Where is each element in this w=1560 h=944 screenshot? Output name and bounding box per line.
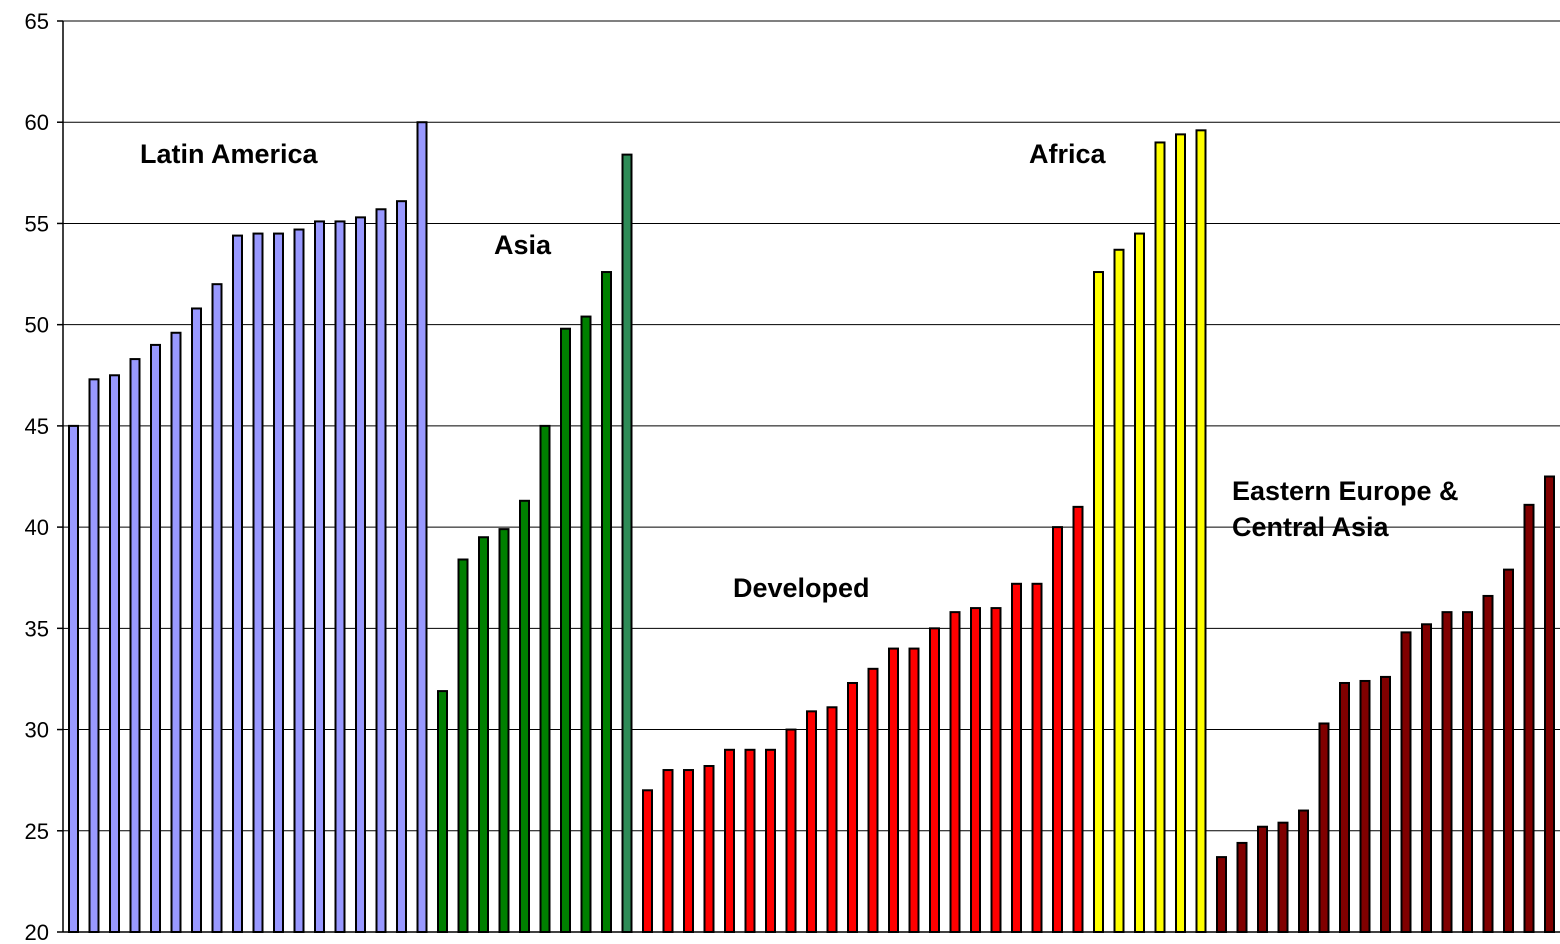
y-tick-label: 65 [25,9,49,34]
bar-asia [601,271,612,933]
bar-eastern-europe-central-asia [1400,631,1412,933]
bar-africa [1113,248,1125,934]
bar-latin-america [416,121,428,933]
bar-asia [457,558,469,933]
bar-africa [1195,129,1207,933]
bar-asia [519,499,530,933]
bar-developed [1052,526,1063,933]
y-tick-label: 60 [25,110,49,135]
y-tick-label: 50 [25,313,49,338]
bar-developed [847,681,858,934]
bar-latin-america [314,220,325,934]
bar-africa [1175,133,1186,933]
group-label-developed: Developed [733,573,870,603]
bar-eastern-europe-central-asia [1544,475,1555,933]
bar-developed [1072,505,1084,933]
bar-developed [908,647,920,933]
bar-developed [683,769,694,933]
bar-developed [867,667,879,933]
bar-developed [1031,582,1043,933]
y-tick-label: 35 [25,616,49,641]
bar-latin-america [191,307,202,933]
group-labels: Latin America Asia Developed Africa Eastern … [140,139,1459,603]
bar-developed [765,748,776,933]
bar-eastern-europe-central-asia [1277,821,1289,933]
group-label-africa: Africa [1029,139,1107,169]
y-tick-label: 30 [25,718,49,743]
bar-developed [1011,582,1022,933]
bar-developed [949,611,961,933]
bar-eastern-europe-central-asia [1462,611,1473,933]
bar-latin-america [150,343,161,933]
y-tick-label: 20 [25,920,49,944]
bar-developed [642,789,653,933]
gridlines [63,20,1560,832]
bar-eastern-europe-central-asia [1298,809,1309,933]
group-label-eastern-europe-central-asia: Eastern Europe & Central Asia [1232,476,1459,542]
y-tick-label: 25 [25,819,49,844]
bar-developed [990,607,1002,933]
bar-latin-america [170,331,182,933]
bar-africa [1093,271,1104,933]
bar-latin-america [232,234,243,933]
bar-latin-america [109,374,120,933]
bar-eastern-europe-central-asia [1503,568,1514,933]
bar-eastern-europe-central-asia [1482,594,1494,933]
bar-developed [662,769,674,933]
y-tick-label: 40 [25,515,49,540]
bar-developed [806,710,817,934]
bar-asia [498,528,510,933]
y-tick-label: 45 [25,414,49,439]
bar-eastern-europe-central-asia [1523,503,1535,933]
bar-latin-america [273,232,284,934]
bar-latin-america [129,358,141,933]
y-axis-ticks: 20 25 30 35 40 45 50 55 60 65 [25,9,63,944]
bar-eastern-europe-central-asia [1359,679,1371,933]
bar-eastern-europe-central-asia [1236,841,1248,933]
bar-asia [621,153,633,933]
bar-latin-america [293,228,305,934]
bar-eastern-europe-central-asia [1216,856,1227,934]
bar-latin-america [355,216,366,934]
bar-developed [929,627,940,933]
bar-developed [744,748,756,933]
bar-eastern-europe-central-asia [1318,722,1330,934]
bar-eastern-europe-central-asia [1421,623,1432,933]
bar-latin-america [252,232,264,934]
bar-latin-america [211,283,223,933]
bar-developed [785,728,797,933]
bar-eastern-europe-central-asia [1380,675,1391,933]
bar-asia [539,424,551,933]
bar-eastern-europe-central-asia [1441,611,1453,933]
bar-africa [1154,141,1166,933]
bar-developed [888,647,899,933]
bar-asia [478,536,489,933]
bar-developed [703,764,715,933]
bar-latin-america [396,200,407,934]
bars [68,121,1555,934]
bar-developed [970,607,981,933]
bar-asia [437,690,448,934]
bar-latin-america [334,220,346,934]
bar-latin-america [68,424,79,933]
bar-latin-america [375,208,387,934]
y-tick-label: 55 [25,211,49,236]
bar-developed [724,748,735,933]
bar-eastern-europe-central-asia [1257,825,1268,933]
bar-asia [560,327,571,933]
bar-asia [580,315,592,933]
group-label-asia: Asia [494,230,552,260]
bar-eastern-europe-central-asia [1339,681,1350,934]
bar-africa [1134,232,1145,934]
group-label-latin-america: Latin America [140,139,319,169]
bar-developed [826,706,838,934]
bar-latin-america [88,378,100,933]
